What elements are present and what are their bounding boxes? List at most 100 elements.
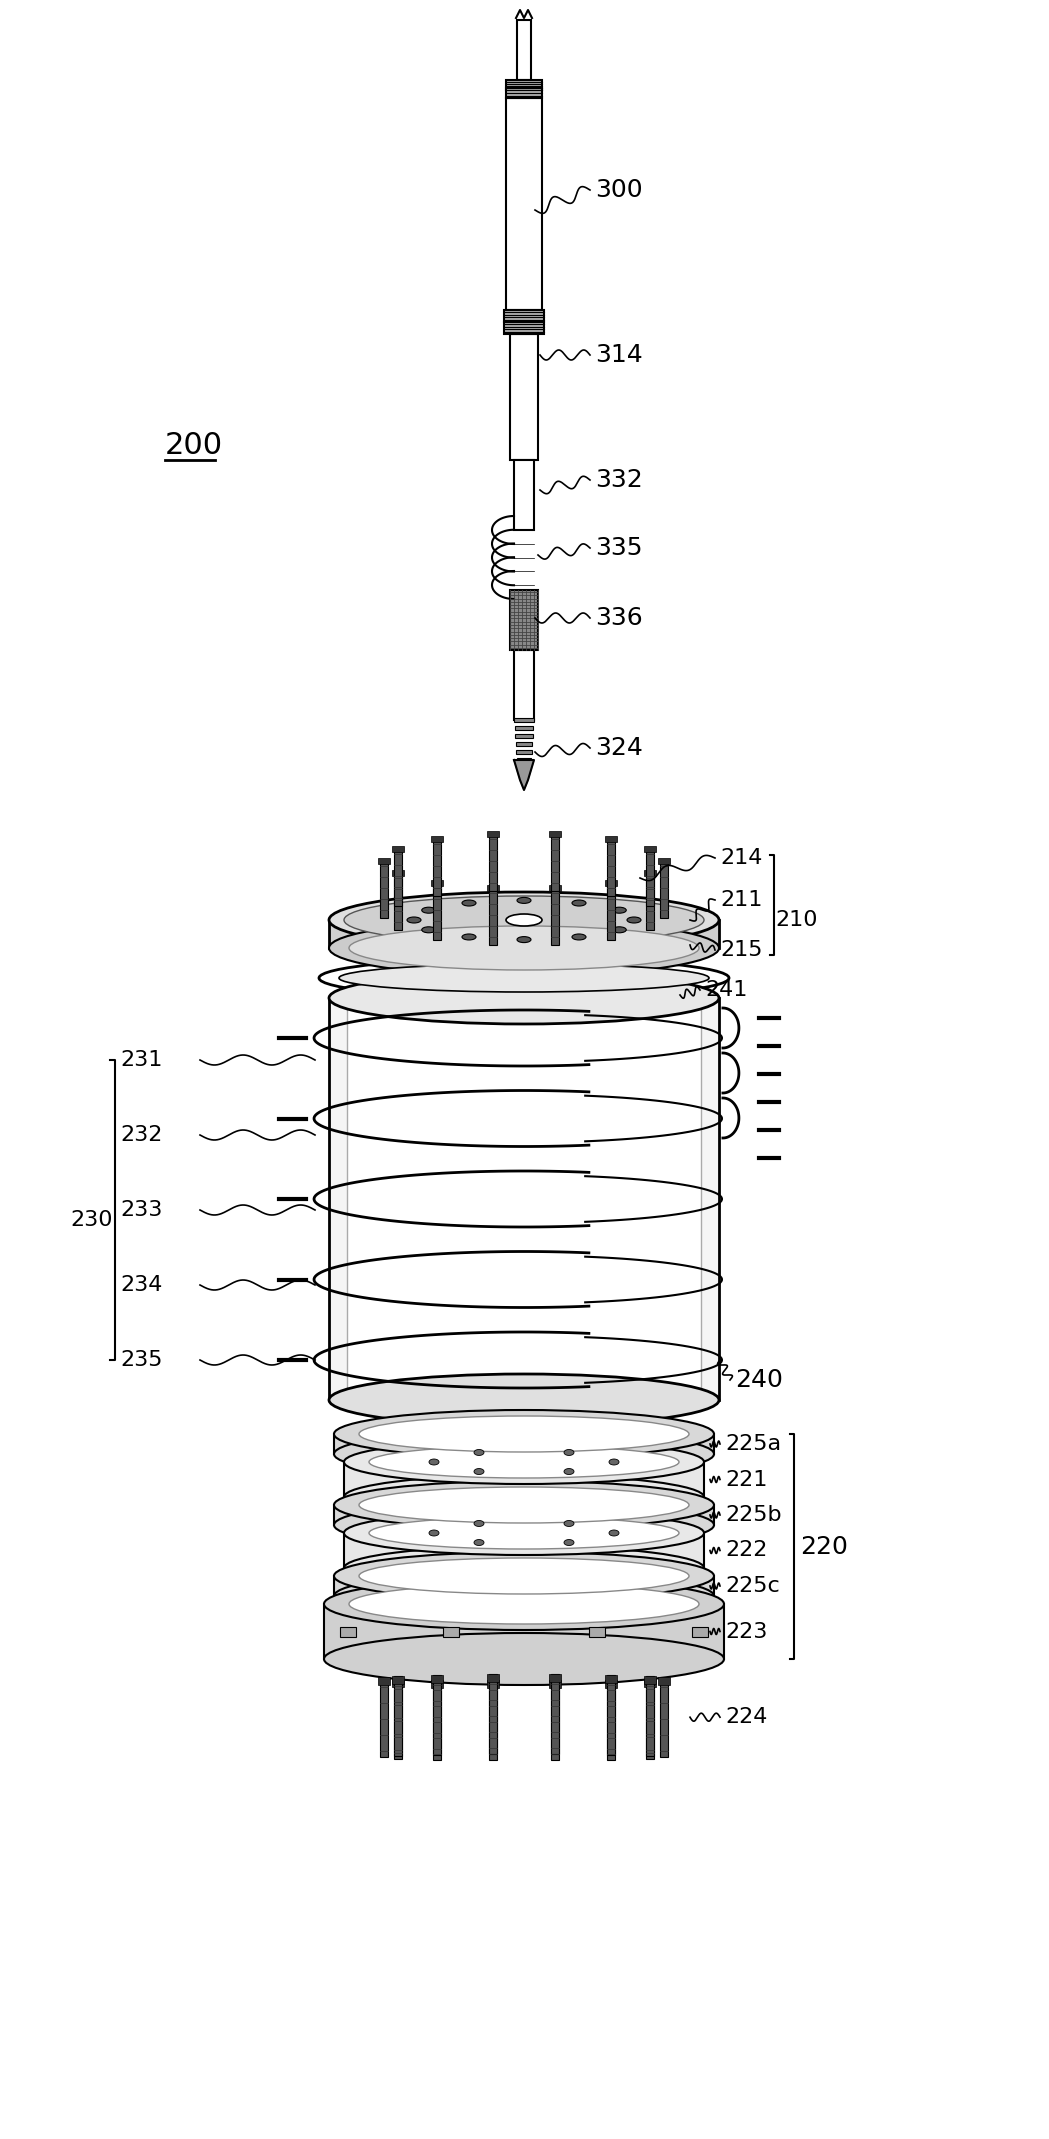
Bar [324, 1604, 724, 1660]
Bar [431, 1679, 443, 1688]
Bar [551, 1679, 559, 1760]
Ellipse shape [344, 1510, 704, 1555]
Bar [644, 845, 656, 851]
Text: 231: 231 [120, 1050, 163, 1070]
Polygon shape [514, 759, 534, 789]
Text: 314: 314 [595, 342, 643, 368]
Bar [489, 836, 497, 890]
Ellipse shape [572, 901, 586, 907]
Bar [551, 836, 559, 890]
Ellipse shape [627, 918, 641, 924]
Text: 300: 300 [595, 178, 643, 201]
Bar [515, 734, 533, 738]
Text: 224: 224 [725, 1707, 768, 1726]
Text: 222: 222 [725, 1540, 768, 1561]
Bar [551, 1675, 559, 1754]
Ellipse shape [324, 1632, 724, 1686]
Ellipse shape [474, 1450, 484, 1455]
Ellipse shape [506, 913, 542, 926]
Bar [517, 19, 531, 79]
Bar [487, 886, 499, 892]
Bar [392, 1679, 404, 1686]
Bar [514, 650, 534, 721]
Text: 215: 215 [720, 939, 763, 960]
Bar [607, 886, 616, 939]
Text: 225b: 225b [725, 1506, 782, 1525]
Bar [431, 879, 443, 886]
Text: 210: 210 [775, 909, 817, 930]
Bar [607, 841, 616, 896]
Bar [550, 830, 561, 836]
Bar [605, 879, 617, 886]
Bar [515, 725, 533, 729]
Ellipse shape [334, 1431, 714, 1478]
Ellipse shape [369, 1517, 679, 1549]
Ellipse shape [334, 1572, 714, 1619]
Bar [334, 1433, 714, 1455]
Ellipse shape [359, 1557, 689, 1594]
Ellipse shape [613, 907, 626, 913]
Ellipse shape [369, 1446, 679, 1478]
Bar [607, 1679, 616, 1760]
Ellipse shape [564, 1521, 574, 1527]
Bar [334, 1506, 714, 1525]
Ellipse shape [334, 1502, 714, 1549]
Ellipse shape [344, 1546, 704, 1589]
Bar [393, 1679, 402, 1758]
Bar [605, 1675, 617, 1683]
Bar [393, 851, 402, 905]
Bar [392, 1675, 404, 1683]
Ellipse shape [329, 971, 719, 1025]
Bar [487, 1675, 499, 1681]
Bar [392, 845, 404, 851]
Bar [517, 757, 531, 761]
Bar [504, 310, 544, 323]
Text: 221: 221 [725, 1469, 768, 1489]
Text: 232: 232 [120, 1125, 163, 1144]
Text: 230: 230 [70, 1211, 112, 1230]
Text: 335: 335 [595, 537, 642, 560]
Bar [344, 1534, 704, 1568]
Text: 332: 332 [595, 468, 643, 492]
Bar [329, 920, 719, 948]
Bar [432, 1679, 441, 1760]
Text: 223: 223 [725, 1621, 768, 1641]
Bar [550, 886, 561, 892]
Bar [658, 858, 670, 864]
Text: 200: 200 [165, 430, 223, 460]
Ellipse shape [319, 958, 729, 999]
Ellipse shape [609, 1459, 619, 1465]
Text: 336: 336 [595, 605, 643, 631]
Bar [392, 871, 404, 877]
Bar [506, 88, 542, 98]
Bar [334, 1576, 714, 1596]
Bar [378, 858, 390, 864]
Bar [644, 1675, 656, 1683]
Bar [380, 1677, 388, 1758]
Bar [487, 1679, 499, 1688]
Bar [551, 890, 559, 945]
Ellipse shape [564, 1450, 574, 1455]
Bar [510, 334, 538, 460]
Ellipse shape [462, 901, 476, 907]
Bar [658, 1677, 670, 1686]
Text: 324: 324 [595, 736, 643, 759]
Bar [347, 999, 701, 1401]
Bar [516, 751, 532, 755]
Ellipse shape [359, 1487, 689, 1523]
Ellipse shape [474, 1469, 484, 1474]
Text: 233: 233 [120, 1200, 163, 1219]
Ellipse shape [344, 1476, 704, 1519]
Bar [393, 1675, 402, 1756]
Bar [504, 323, 544, 334]
Bar [516, 742, 532, 747]
Ellipse shape [334, 1553, 714, 1600]
Bar [646, 1679, 655, 1758]
Ellipse shape [474, 1540, 484, 1546]
Bar [646, 851, 655, 905]
Bar [646, 1675, 655, 1756]
Bar [506, 98, 542, 310]
Bar [444, 1626, 459, 1636]
Ellipse shape [349, 1585, 699, 1624]
Ellipse shape [349, 926, 699, 969]
